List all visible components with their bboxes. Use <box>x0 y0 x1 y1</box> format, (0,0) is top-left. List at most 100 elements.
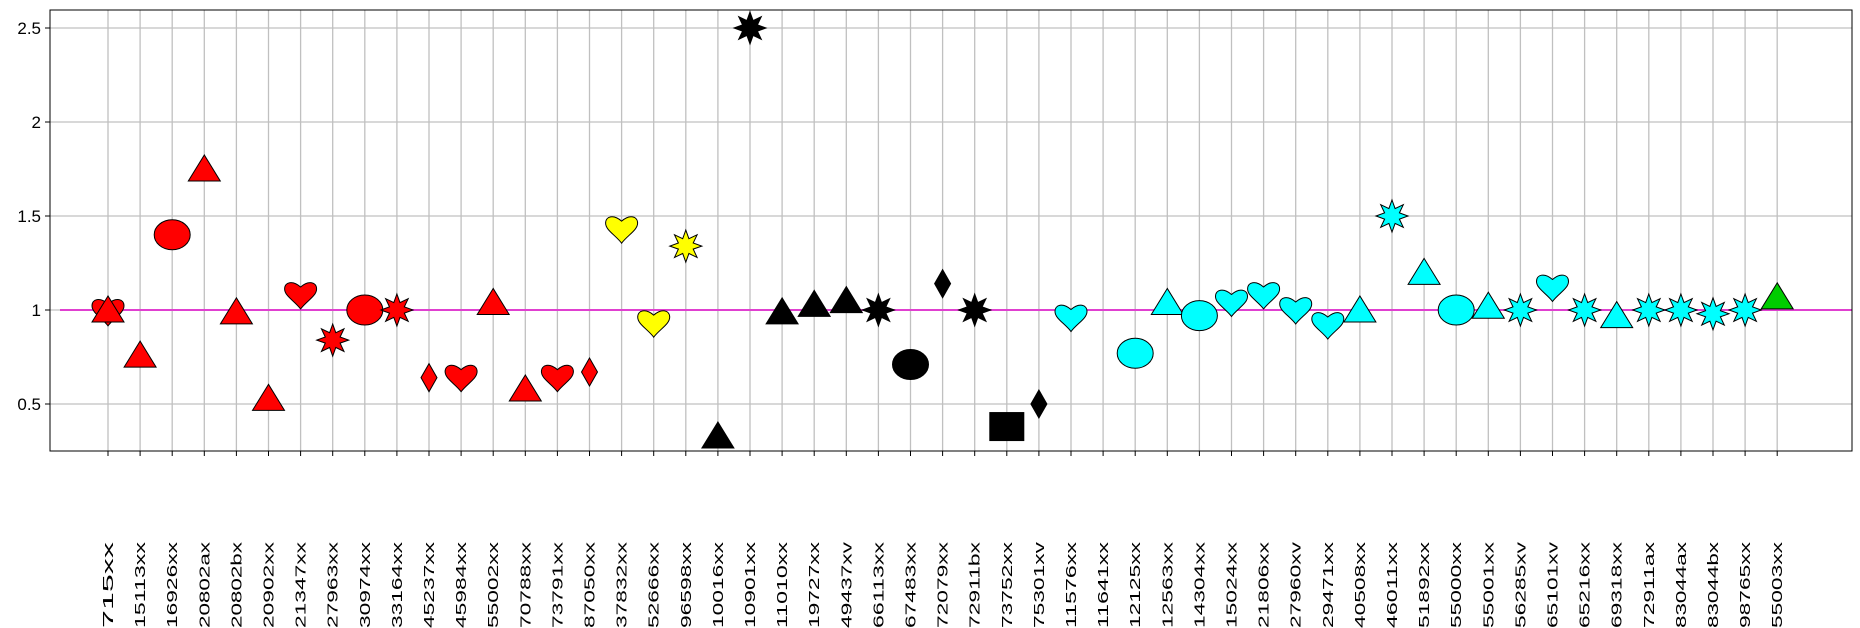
data-point-heart <box>1279 297 1313 325</box>
y-tick-label: 1 <box>32 301 41 320</box>
x-tick-label: 55003xx <box>1769 541 1786 628</box>
data-point-triangle <box>829 285 864 314</box>
data-point-triangle <box>91 295 125 323</box>
x-tick-label: 87050xx <box>582 541 599 628</box>
data-point-circle <box>1180 300 1218 332</box>
data-point-triangle <box>123 340 157 368</box>
x-tick-label: 45237xx <box>421 541 438 628</box>
data-point-triangle <box>1343 295 1377 323</box>
x-tick-label: 56285xv <box>1512 541 1529 628</box>
x-tick-label: 27960xv <box>1288 541 1305 628</box>
data-point-heart <box>284 282 318 310</box>
x-tick-label: 10016xx <box>710 541 727 628</box>
data-point-triangle <box>1471 291 1506 319</box>
x-tick-label: 45984xx <box>453 541 470 628</box>
data-point-star <box>1502 292 1538 328</box>
data-point-heart <box>1054 304 1088 333</box>
x-tick-label: 20902xx <box>261 541 278 628</box>
y-tick-label: 1.5 <box>17 207 41 226</box>
x-tick-label: 83044ax <box>1673 541 1690 628</box>
x-tick-label: 98765xx <box>1737 541 1754 628</box>
data-point-star <box>379 292 415 328</box>
data-point-triangle <box>1407 257 1441 285</box>
data-point-triangle <box>1150 287 1185 315</box>
x-tick-label: 55000xx <box>1448 541 1465 628</box>
data-point-triangle <box>701 421 735 449</box>
x-tick-label: 10901xx <box>742 541 759 628</box>
data-point-star <box>1663 292 1699 328</box>
data-point-circle <box>346 294 384 326</box>
x-tick-label: 21806xx <box>1256 541 1273 628</box>
x-tick-label: 715xx <box>100 541 117 628</box>
data-point-triangle <box>1599 300 1634 329</box>
x-tick-label: 21347xx <box>293 541 310 628</box>
data-point-heart <box>1311 312 1345 340</box>
x-tick-label: 55002xx <box>485 541 502 628</box>
plot-area-border <box>49 9 1853 452</box>
data-point-triangle <box>476 287 511 315</box>
data-point-triangle <box>187 154 222 182</box>
x-tick-label: 14304xx <box>1191 541 1208 628</box>
data-point-star <box>668 228 704 264</box>
data-point-heart <box>637 310 671 338</box>
data-point-triangle <box>219 296 254 325</box>
data-point-star <box>1374 198 1410 234</box>
data-point-heart <box>1214 289 1249 318</box>
data-point-star <box>1567 292 1603 328</box>
x-tick-label: 40508xx <box>1352 541 1369 628</box>
x-tick-label: 33164xx <box>389 541 406 628</box>
x-tick-label: 55001xx <box>1480 541 1497 628</box>
data-point-circle <box>153 219 191 251</box>
y-tick-label: 2 <box>32 113 41 132</box>
x-tick-label: 65101xv <box>1545 541 1562 628</box>
x-tick-label: 15024xx <box>1224 541 1241 628</box>
y-axis: 0.5 1 1.5 2 2.5 <box>17 19 50 414</box>
data-point-heart <box>1535 274 1570 303</box>
x-tick-label: 30974xx <box>357 541 374 628</box>
x-tick-label: 65216xx <box>1577 541 1594 628</box>
data-point-triangle <box>797 289 832 317</box>
x-tick-label: 66113xx <box>870 541 887 628</box>
data-point-triangle <box>508 374 543 402</box>
y-tick-label: 2.5 <box>17 19 41 38</box>
x-tick-label: 11641xx <box>1095 541 1112 628</box>
x-tick-label: 29471xx <box>1320 541 1337 628</box>
x-tick-label: 83044bx <box>1705 541 1722 628</box>
data-point-star <box>860 292 896 328</box>
x-tick-label: 73752xx <box>999 541 1016 628</box>
x-tick-label: 46011xx <box>1384 541 1401 628</box>
x-tick-label: 72911ax <box>1641 541 1658 628</box>
data-point-circle <box>1437 294 1475 326</box>
data-point-diamond <box>934 268 952 299</box>
x-tick-label: 12563xx <box>1159 541 1176 628</box>
data-point-triangle <box>765 296 799 325</box>
x-tick-label: 96598xx <box>678 541 695 628</box>
x-tick-label: 67483xx <box>903 541 920 628</box>
data-point-diamond <box>420 362 438 393</box>
data-point-diamond <box>580 357 599 388</box>
data-point-star <box>732 10 768 46</box>
x-tick-label: 72911bx <box>967 541 984 628</box>
data-point-star <box>1695 296 1731 332</box>
data-point-star <box>1727 292 1763 328</box>
x-tick-label: 20802ax <box>196 541 213 628</box>
x-tick-label: 15113xx <box>132 541 149 628</box>
data-point-heart <box>444 364 478 393</box>
x-tick-label: 70788xx <box>517 541 534 628</box>
x-tick-label: 72079xx <box>935 541 952 628</box>
x-tick-label: 69318xx <box>1609 541 1626 628</box>
data-point-star <box>315 322 351 358</box>
x-axis: 715xx 15113xx 16926xx 20802ax 20802bx 20902xx… <box>100 451 1786 628</box>
x-tick-label: 75301xv <box>1031 541 1048 628</box>
data-point-triangle <box>1760 281 1795 310</box>
data-point-triangle <box>251 383 286 411</box>
data-point-star <box>1631 292 1667 328</box>
x-tick-label: 16926xx <box>164 541 181 628</box>
x-tick-label: 37832xx <box>614 541 631 628</box>
x-tick-label: 11010xx <box>774 541 791 628</box>
x-tick-label: 20802bx <box>228 541 245 628</box>
data-point-circle <box>1116 337 1154 369</box>
x-tick-label: 27963xx <box>325 541 342 628</box>
data-point-heart <box>540 364 574 393</box>
